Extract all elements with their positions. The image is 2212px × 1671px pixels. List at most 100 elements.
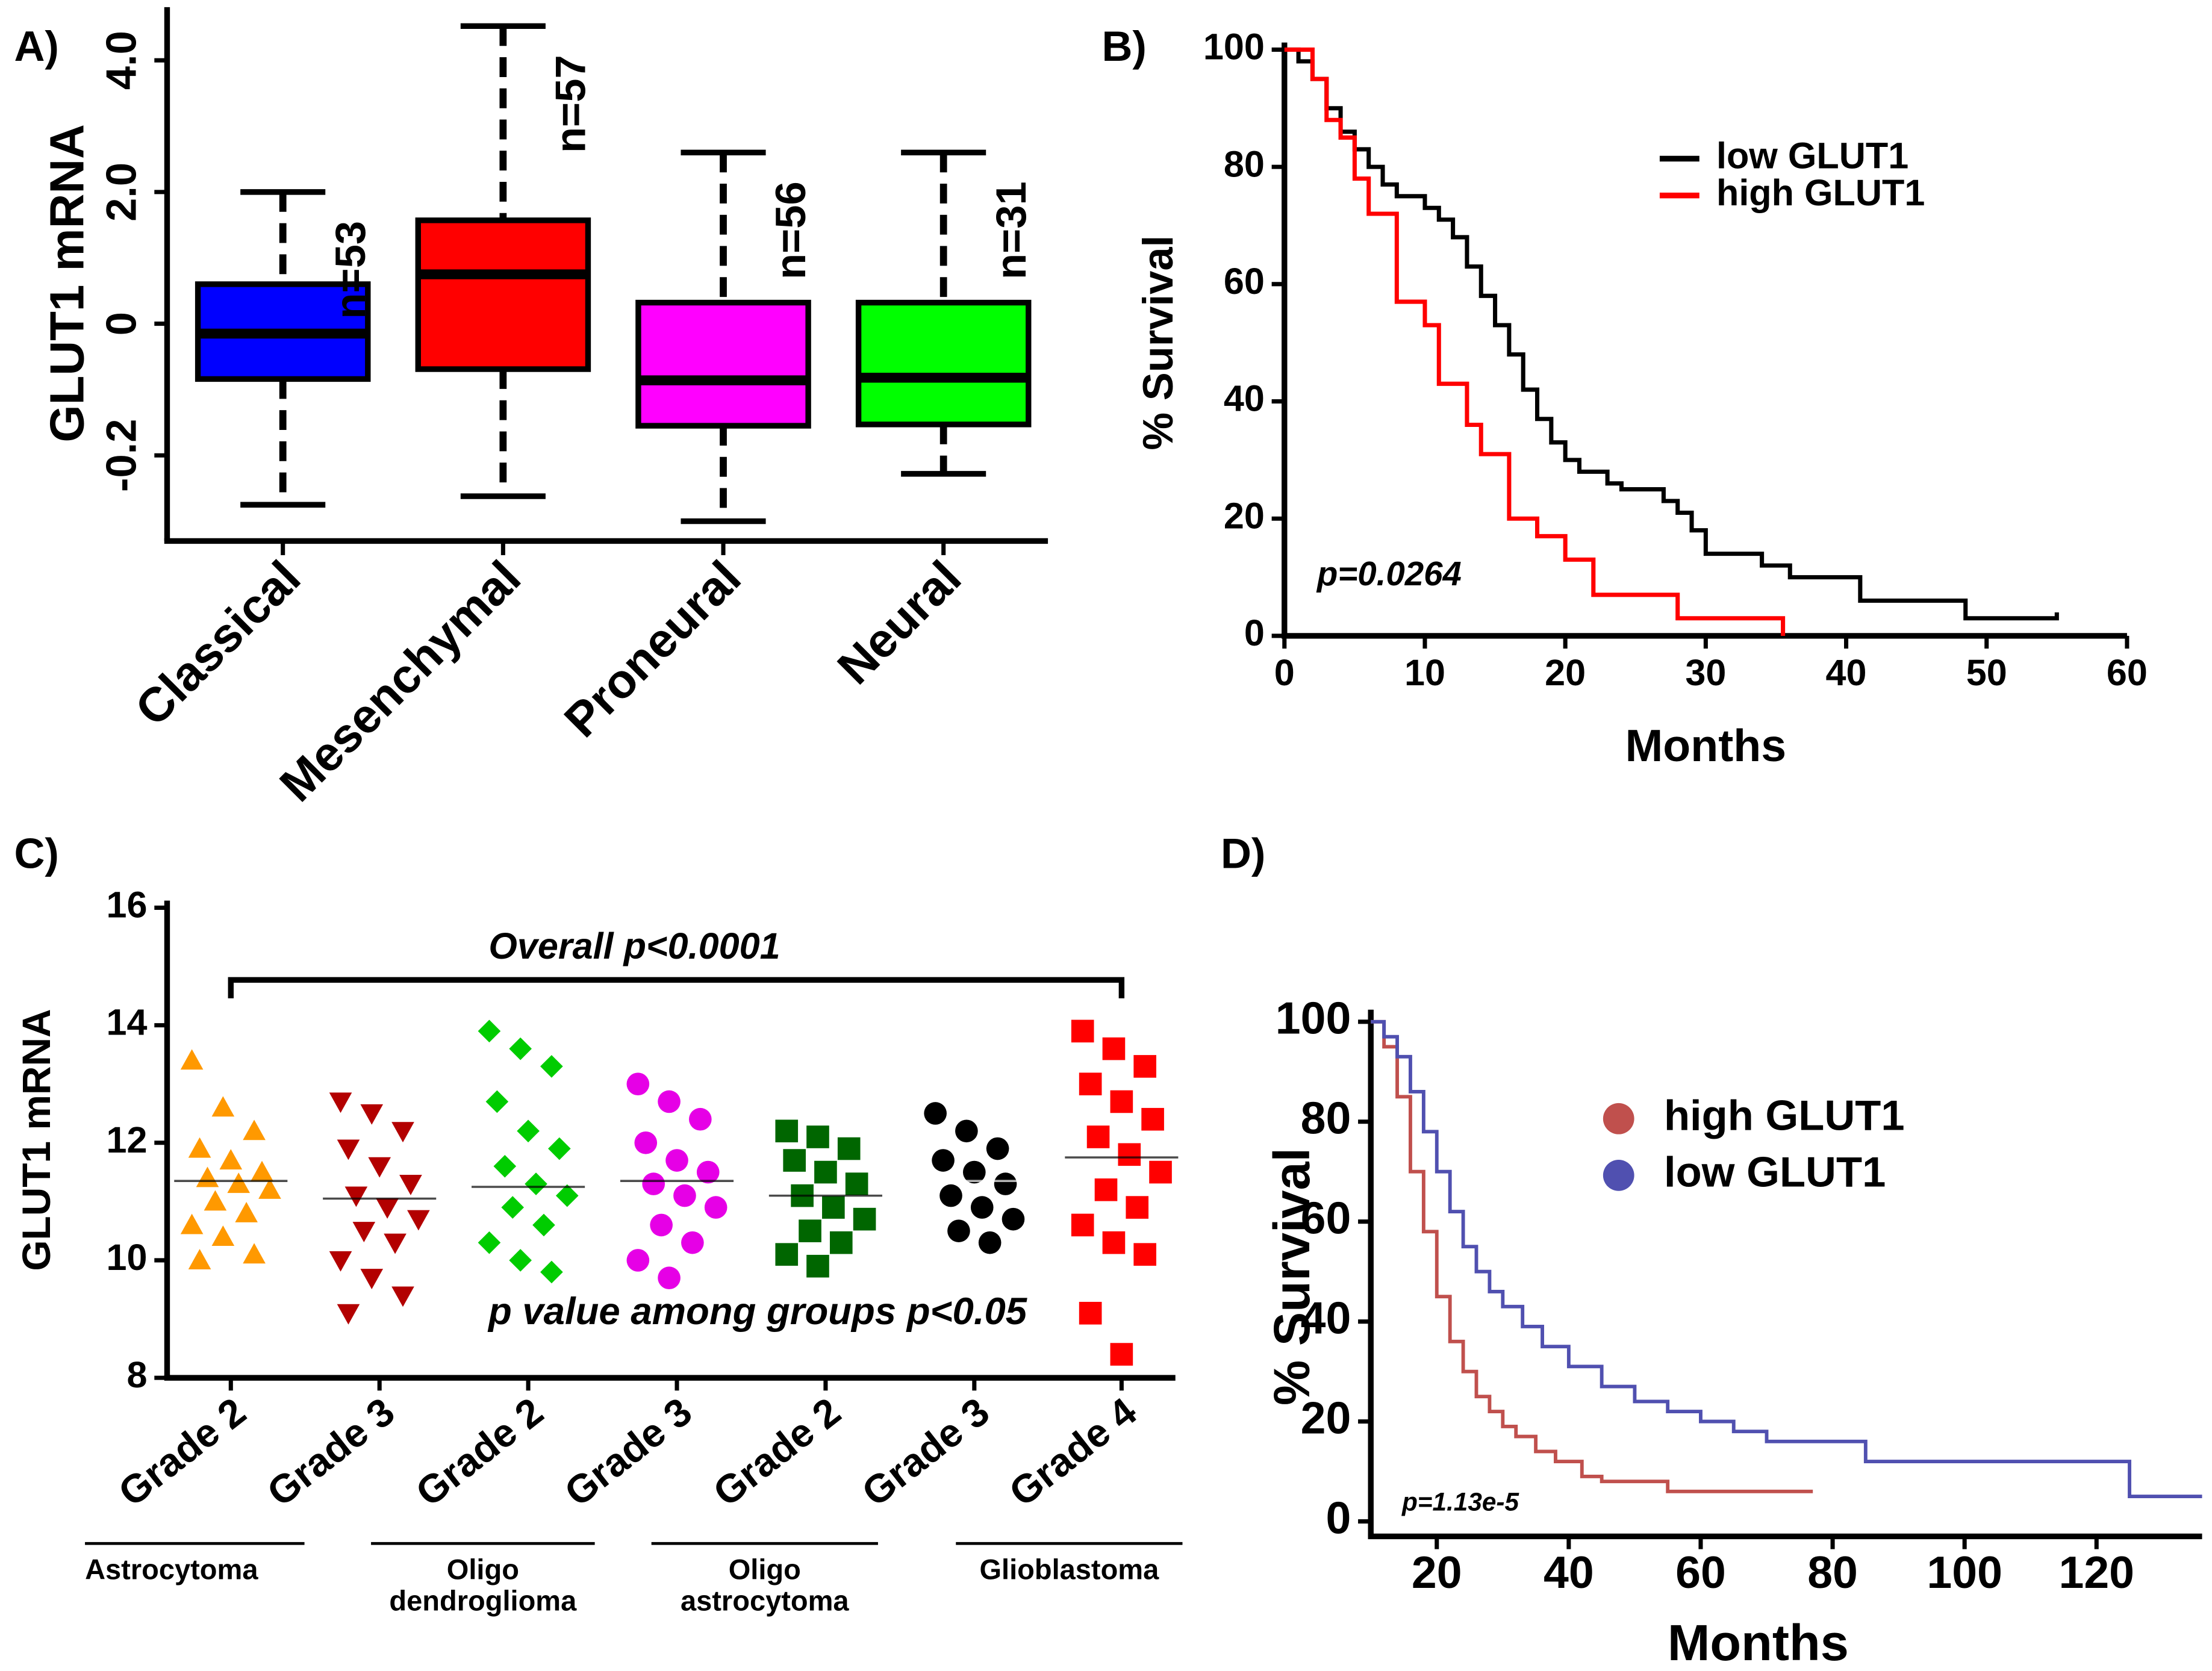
point	[188, 1249, 211, 1269]
point	[501, 1196, 525, 1219]
annotation: n=53	[326, 221, 374, 319]
point	[775, 1243, 799, 1266]
point	[540, 1260, 563, 1284]
point	[1002, 1207, 1025, 1231]
legend-swatch	[1603, 1103, 1634, 1134]
point	[540, 1055, 563, 1078]
point	[329, 1092, 352, 1113]
x-tick-label: Grade 4	[1001, 1389, 1145, 1514]
point	[329, 1251, 352, 1272]
x-axis-label: Months	[1625, 720, 1786, 771]
y-tick-label: -0.2	[98, 419, 145, 492]
y-tick-label: 40	[1301, 1293, 1351, 1343]
y-tick-label: 80	[1301, 1093, 1351, 1144]
y-tick-label: 0	[98, 312, 145, 335]
point	[368, 1157, 391, 1178]
point	[235, 1202, 258, 1222]
point	[658, 1266, 681, 1290]
point	[978, 1231, 1002, 1254]
point	[1141, 1107, 1164, 1131]
point	[485, 1090, 509, 1113]
point	[180, 1049, 204, 1070]
group-label: Glioblastoma	[979, 1554, 1159, 1585]
point	[337, 1304, 360, 1325]
point	[360, 1104, 384, 1125]
point	[1133, 1243, 1156, 1266]
survival-curve	[1371, 1019, 1813, 1493]
point	[665, 1149, 688, 1172]
point	[196, 1166, 219, 1187]
x-tick-label: Classical	[125, 550, 310, 736]
y-tick-label: 14	[107, 1002, 148, 1043]
point	[493, 1154, 517, 1178]
point	[688, 1107, 712, 1131]
point	[829, 1231, 853, 1254]
point	[1110, 1090, 1133, 1113]
legend-label: low GLUT1	[1716, 135, 1908, 176]
point	[1071, 1019, 1094, 1043]
point	[626, 1249, 650, 1272]
point	[806, 1125, 829, 1148]
point	[673, 1184, 696, 1207]
annotation: n=56	[767, 181, 814, 279]
panel-label: C)	[14, 829, 59, 877]
point	[634, 1131, 658, 1154]
legend-label: low GLUT1	[1664, 1148, 1886, 1195]
point	[360, 1269, 384, 1290]
point	[955, 1119, 978, 1143]
point	[1133, 1055, 1156, 1078]
point	[517, 1119, 540, 1143]
group-label: Oligo	[447, 1554, 519, 1585]
x-tick-label: Grade 2	[110, 1389, 254, 1514]
point	[1102, 1037, 1126, 1060]
survival-curve	[1371, 1019, 2202, 1499]
annotation: p value among groups p<0.05	[487, 1290, 1028, 1333]
x-tick-label: 10	[1404, 652, 1445, 693]
point	[258, 1178, 281, 1199]
point	[1149, 1160, 1172, 1184]
y-tick-label: 40	[1224, 378, 1265, 419]
point	[555, 1184, 579, 1207]
point	[1102, 1231, 1126, 1254]
x-tick-label: Grade 2	[407, 1389, 551, 1514]
point	[399, 1175, 422, 1195]
x-tick-label: 60	[1675, 1547, 1726, 1598]
point	[478, 1019, 501, 1043]
y-tick-label: 12	[107, 1119, 148, 1160]
x-tick-label: Grade 2	[705, 1389, 849, 1514]
point	[642, 1172, 665, 1195]
annotation: Overall p<0.0001	[488, 926, 780, 966]
y-tick-label: 8	[127, 1354, 148, 1395]
box	[855, 299, 1032, 428]
y-tick-label: 10	[107, 1237, 148, 1278]
point	[384, 1233, 407, 1254]
box	[635, 299, 811, 429]
x-tick-label: 60	[2107, 652, 2148, 693]
y-axis-label: GLUT1 mRNA	[14, 1009, 58, 1271]
legend-swatch	[1603, 1159, 1634, 1191]
point	[478, 1231, 501, 1254]
point	[188, 1137, 211, 1158]
point	[391, 1286, 414, 1307]
point	[783, 1149, 806, 1172]
point	[775, 1119, 799, 1143]
point	[251, 1160, 273, 1181]
point	[1094, 1178, 1118, 1201]
annotation: p=0.0264	[1316, 555, 1462, 593]
point	[650, 1213, 673, 1237]
y-tick-label: 4.0	[98, 31, 145, 90]
y-axis-label: % Survival	[1134, 235, 1182, 450]
panel-label: D)	[1221, 829, 1265, 877]
point	[352, 1222, 376, 1242]
y-tick-label: 20	[1224, 495, 1265, 536]
group-label: dendroglioma	[389, 1584, 577, 1616]
x-tick-label: 20	[1545, 652, 1586, 693]
point	[1079, 1301, 1102, 1325]
x-tick-label: 20	[1412, 1547, 1462, 1598]
y-tick-label: 80	[1224, 143, 1265, 184]
panel-label: B)	[1101, 22, 1146, 70]
y-axis-label: GLUT1 mRNA	[40, 124, 94, 443]
point	[658, 1090, 681, 1113]
point	[626, 1072, 650, 1095]
x-tick-label: 40	[1826, 652, 1867, 693]
